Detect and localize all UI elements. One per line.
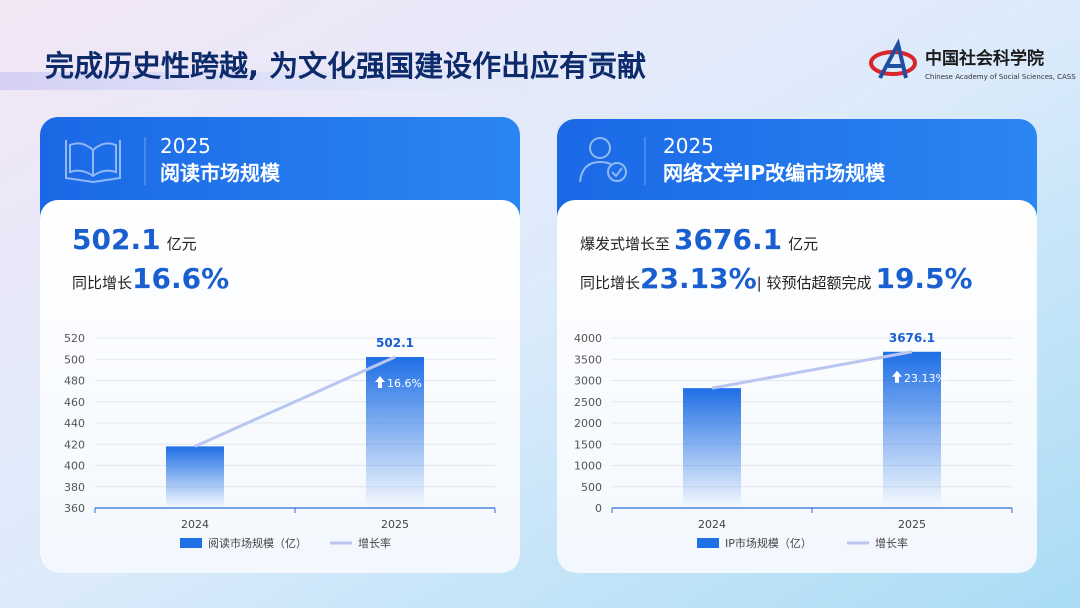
user-icon — [579, 137, 627, 183]
x-tick-label: 2024 — [181, 518, 209, 531]
stat-number: 16.6% — [132, 262, 229, 295]
y-tick-label: 380 — [64, 481, 85, 494]
y-tick-label: 2000 — [574, 417, 602, 430]
y-tick-label: 440 — [64, 417, 85, 430]
stat-line: 同比增长16.6% — [72, 262, 229, 295]
stat-line: 爆发式增长至 3676.1 亿元 — [580, 223, 818, 256]
panel-card — [557, 200, 1037, 573]
x-tick-label: 2025 — [898, 518, 926, 531]
legend-label: 增长率 — [358, 536, 391, 550]
stat-line: 502.1 亿元 — [72, 223, 197, 256]
y-tick-label: 2500 — [574, 396, 602, 409]
title-band — [0, 72, 560, 90]
stat-text: 同比增长 — [72, 274, 132, 292]
bar — [883, 351, 941, 508]
stat-text: | 较预估超额完成 — [757, 274, 872, 292]
legend-label: 增长率 — [875, 536, 908, 550]
chart: 0 500 1000 1500 2000 2500 3000 3500 4000 2024 2025… — [574, 331, 1013, 550]
y-tick-label: 400 — [64, 460, 85, 473]
book-icon — [65, 140, 121, 184]
y-tick-label: 3000 — [574, 375, 602, 388]
page-title: 完成历史性跨越, 为文化强国建设作出应有贡献 — [45, 49, 646, 83]
data-label: 502.1 — [376, 336, 414, 350]
logo-subname: Chinese Academy of Social Sciences, CASS — [925, 73, 1076, 81]
line — [194, 355, 396, 448]
bar — [683, 388, 741, 508]
line — [711, 350, 913, 390]
stat-text: 亿元 — [788, 235, 818, 253]
stat-text: 爆发式增长至 — [580, 235, 670, 253]
stat-text: 亿元 — [167, 235, 197, 253]
bar — [366, 357, 424, 508]
chart: 360 380 400 420 440 460 480 500 520 2024 2025 502.1… — [64, 332, 496, 550]
y-tick-label: 460 — [64, 396, 85, 409]
x-tick-label: 2024 — [698, 518, 726, 531]
y-tick-label: 360 — [64, 502, 85, 515]
panel: 2025 阅读市场规模 502.1 亿元 同比增长16.6% — [40, 117, 520, 573]
y-tick-label: 520 — [64, 332, 85, 345]
y-tick-label: 3500 — [574, 353, 602, 366]
stat-line: 同比增长23.13%| 较预估超额完成 19.5% — [580, 262, 973, 295]
y-tick-label: 1500 — [574, 438, 602, 451]
x-tick-label: 2025 — [381, 518, 409, 531]
data-label: 3676.1 — [889, 331, 935, 345]
stat-text: 同比增长 — [580, 274, 640, 292]
logo-name: 中国社会科学院 — [925, 48, 1044, 69]
arrow-icon — [375, 376, 385, 389]
y-tick-label: 4000 — [574, 332, 602, 345]
panel-title: 阅读市场规模 — [160, 161, 281, 185]
annotation: 23.13% — [904, 372, 946, 385]
panel-year: 2025 — [160, 134, 211, 158]
y-tick-label: 1000 — [574, 460, 602, 473]
arrow-icon — [892, 370, 902, 383]
stat-number: 502.1 — [72, 223, 161, 256]
y-tick-label: 500 — [64, 353, 85, 366]
panel-title: 网络文学IP改编市场规模 — [663, 161, 886, 185]
stat-number: 19.5% — [875, 262, 972, 295]
stat-number: 23.13% — [640, 262, 757, 295]
legend-swatch — [180, 538, 202, 548]
y-tick-label: 500 — [581, 481, 602, 494]
y-tick-label: 0 — [595, 502, 602, 515]
legend-label: 阅读市场规模（亿） — [208, 536, 307, 550]
panel-year: 2025 — [663, 134, 714, 158]
logo: 中国社会科学院 Chinese Academy of Social Scienc… — [869, 38, 1076, 81]
bar — [166, 446, 224, 508]
y-tick-label: 420 — [64, 438, 85, 451]
charts: 360 380 400 420 440 460 480 500 520 2024 2025 502.1… — [64, 331, 1013, 550]
panel: 2025 网络文学IP改编市场规模 爆发式增长至 3676.1 亿元 同比增长23.… — [557, 119, 1037, 573]
legend-swatch — [697, 538, 719, 548]
y-tick-label: 480 — [64, 375, 85, 388]
annotation: 16.6% — [387, 377, 422, 390]
legend-label: IP市场规模（亿） — [725, 536, 812, 550]
stat-number: 3676.1 — [674, 223, 782, 256]
